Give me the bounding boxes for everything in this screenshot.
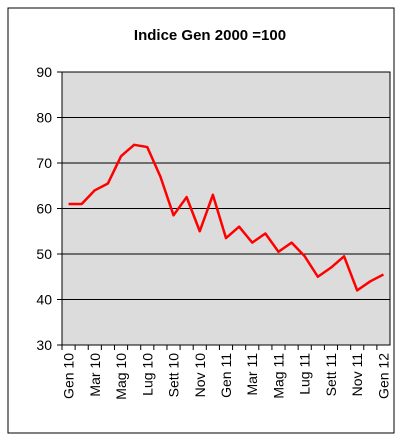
x-tick-label: Mag 10	[113, 353, 129, 400]
x-tick-label: Sett 10	[166, 353, 182, 398]
y-tick-label: 70	[36, 155, 52, 171]
x-tick-label: Nov 10	[192, 353, 208, 398]
data-line	[68, 143, 385, 292]
x-tick-label: Gen 12	[375, 353, 391, 399]
x-tick-label: Lug 10	[139, 353, 155, 396]
x-tick-label: Lug 11	[297, 353, 313, 395]
x-tick-label: Sett 11	[323, 353, 339, 397]
y-tick-label: 40	[36, 292, 52, 308]
x-tick-label: Mar 10	[87, 353, 103, 397]
x-tick-label: Mag 11	[270, 353, 286, 399]
x-tick-label: Nov 11	[349, 353, 365, 397]
y-tick-label: 80	[36, 110, 52, 126]
x-tick-label: Mar 11	[244, 353, 260, 396]
x-tick-label: Gen 10	[61, 353, 77, 399]
y-tick-label: 90	[36, 64, 52, 80]
y-tick-label: 50	[36, 246, 52, 262]
x-tick-label: Gen 11	[218, 353, 234, 398]
y-tick-label: 60	[36, 201, 52, 217]
y-tick-label: 30	[36, 337, 52, 353]
chart-title: Indice Gen 2000 =100	[134, 27, 286, 44]
